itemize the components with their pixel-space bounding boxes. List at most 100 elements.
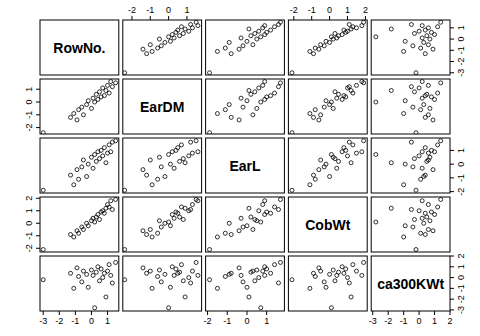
y-tick-label: 2	[24, 196, 34, 201]
points	[290, 260, 366, 309]
x-tick-label: -3	[39, 316, 47, 326]
point	[428, 106, 432, 110]
points	[208, 198, 283, 252]
panel-frame	[40, 138, 119, 193]
point	[101, 276, 105, 280]
point	[333, 279, 337, 283]
point	[75, 118, 79, 122]
point	[257, 86, 261, 90]
chart: RowNo.EarDMEarLCobWtca300KWt-3-2-101-2-1…	[0, 0, 480, 336]
panel-frame	[123, 79, 202, 134]
point	[141, 266, 145, 270]
points	[374, 80, 443, 134]
point	[239, 36, 243, 40]
y-tick-label: 1	[456, 148, 466, 153]
x-tick	[246, 311, 247, 315]
point	[351, 263, 355, 267]
point	[402, 112, 406, 116]
point	[241, 105, 245, 109]
point	[423, 211, 427, 215]
point	[278, 198, 282, 202]
x-tick-label: 0	[417, 316, 422, 326]
point	[426, 151, 430, 155]
point	[176, 28, 180, 32]
point	[81, 228, 85, 232]
point	[80, 105, 84, 109]
point	[329, 153, 333, 157]
point	[329, 100, 333, 104]
y-tick	[450, 177, 454, 178]
point	[403, 162, 407, 166]
point	[429, 95, 433, 99]
x-tick-label: -1	[223, 316, 231, 326]
point	[253, 90, 257, 94]
panel-frame	[206, 256, 285, 311]
y-tick	[450, 191, 454, 192]
point	[269, 211, 273, 215]
x-tick	[311, 16, 312, 20]
point	[328, 272, 332, 276]
point	[223, 46, 227, 50]
point	[41, 188, 45, 192]
y-tick-label: -1	[24, 111, 34, 119]
y-tick-label: 1	[456, 264, 466, 269]
point	[269, 271, 273, 275]
point	[342, 146, 346, 150]
point	[245, 285, 249, 289]
point	[91, 96, 95, 100]
point	[253, 279, 257, 283]
point	[102, 94, 106, 98]
point	[194, 139, 198, 143]
point	[227, 103, 231, 107]
panel-frame	[123, 197, 202, 252]
point	[141, 47, 145, 51]
point	[276, 208, 280, 212]
point	[426, 113, 430, 117]
x-tick-label: -2	[204, 316, 212, 326]
point	[290, 188, 294, 192]
point	[419, 46, 423, 50]
point	[265, 267, 269, 271]
x-tick	[403, 311, 404, 315]
points	[290, 20, 366, 75]
point	[253, 31, 257, 35]
point	[237, 118, 241, 122]
point	[104, 295, 108, 299]
point	[414, 71, 418, 75]
point	[245, 224, 249, 228]
point	[249, 270, 253, 274]
x-tick-label: -3	[369, 316, 377, 326]
point	[251, 228, 255, 232]
point	[190, 203, 194, 207]
point	[324, 99, 328, 103]
point	[104, 161, 108, 165]
point	[423, 233, 427, 237]
point	[428, 155, 432, 159]
y-tick-label: 0	[456, 275, 466, 280]
y-tick-label: -2	[456, 188, 466, 196]
point	[265, 30, 269, 34]
point	[91, 273, 95, 277]
point	[93, 220, 97, 224]
point	[183, 295, 187, 299]
point	[322, 280, 326, 284]
points	[374, 20, 443, 75]
point	[429, 210, 433, 214]
point	[187, 29, 191, 33]
points	[41, 139, 117, 193]
y-tick	[450, 309, 454, 310]
x-tick-label: -2	[128, 5, 136, 15]
point	[419, 231, 423, 235]
point	[98, 90, 102, 94]
x-tick	[372, 311, 373, 315]
point	[123, 71, 127, 75]
point	[420, 150, 424, 154]
point	[181, 279, 185, 283]
point	[69, 173, 73, 177]
point	[223, 108, 227, 112]
point	[261, 269, 265, 273]
y-tick-label: -2	[456, 295, 466, 303]
x-tick-label: -2	[384, 316, 392, 326]
point	[72, 112, 76, 116]
point	[190, 269, 194, 273]
